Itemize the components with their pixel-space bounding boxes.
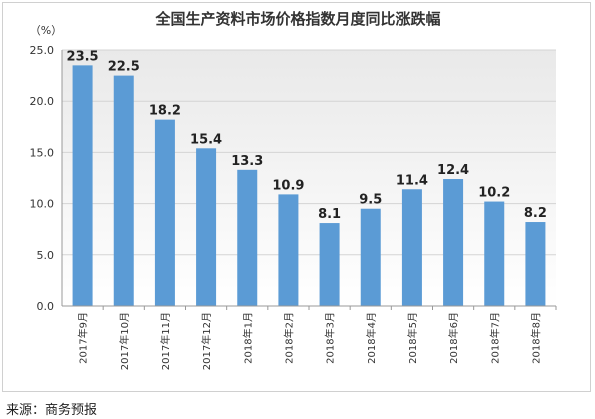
x-axis-ticks: 2017年9月 2017年10月 2017年11月 2017年12月 2018年1月 20… [77, 306, 557, 370]
x-tick-label: 2017年12月 [200, 312, 213, 370]
x-tick-label: 2018年5月 [406, 312, 419, 364]
x-tick-label: 2017年10月 [118, 312, 131, 370]
y-tick-label: 15.0 [30, 146, 55, 159]
y-tick-label: 20.0 [30, 95, 55, 108]
data-label: 10.2 [478, 186, 510, 201]
y-tick-label: 10.0 [30, 198, 55, 211]
plot-area [62, 50, 556, 306]
bar [443, 179, 464, 306]
bar [237, 169, 258, 306]
chart-title: 全国生产资料市场价格指数月度同比涨跌幅 [154, 10, 440, 28]
data-label: 22.5 [108, 60, 140, 75]
bar [484, 201, 505, 306]
x-tick-label: 2018年3月 [324, 312, 337, 364]
data-label: 8.2 [524, 206, 547, 221]
bar [319, 223, 340, 306]
data-label: 10.9 [272, 178, 304, 193]
data-label: 23.5 [67, 49, 99, 64]
bar [196, 148, 217, 306]
bar [113, 75, 134, 306]
data-label: 8.1 [318, 207, 341, 222]
bar [360, 208, 381, 306]
x-tick-label: 2018年8月 [529, 312, 542, 364]
bar [525, 222, 546, 306]
grid-lines [62, 49, 556, 256]
x-tick-label: 2018年4月 [365, 312, 378, 364]
data-label: 9.5 [359, 193, 382, 208]
bar-chart: 全国生产资料市场价格指数月度同比涨跌幅 （%） 23.5 22.5 18.2 15.4… [30, 10, 557, 370]
source-note: 来源：商务预报 [6, 403, 98, 418]
data-label: 12.4 [437, 163, 469, 178]
y-tick-label: 25.0 [30, 44, 55, 57]
bar [154, 119, 175, 306]
x-tick-label: 2018年6月 [447, 312, 460, 364]
value-labels: 23.5 22.5 18.2 15.4 13.3 10.9 8.1 9.5 11.4 12.4 10… [67, 49, 547, 222]
x-tick-label: 2018年7月 [488, 312, 501, 364]
x-tick-label: 2018年1月 [241, 312, 254, 364]
bars [72, 65, 546, 306]
bar [72, 65, 93, 306]
y-axis-ticks: 0.0 5.0 10.0 15.0 20.0 25.0 [30, 44, 55, 313]
x-tick-label: 2017年11月 [159, 312, 172, 370]
bar [401, 189, 422, 306]
y-tick-label: 5.0 [37, 249, 55, 262]
y-tick-label: 0.0 [37, 300, 55, 313]
data-label: 11.4 [396, 173, 428, 188]
y-unit-label: （%） [30, 24, 62, 37]
data-label: 15.4 [190, 132, 222, 147]
bar [278, 194, 299, 306]
x-tick-label: 2017年9月 [77, 312, 90, 364]
x-tick-label: 2018年2月 [282, 312, 295, 364]
data-label: 13.3 [231, 154, 263, 169]
data-label: 18.2 [149, 104, 181, 119]
